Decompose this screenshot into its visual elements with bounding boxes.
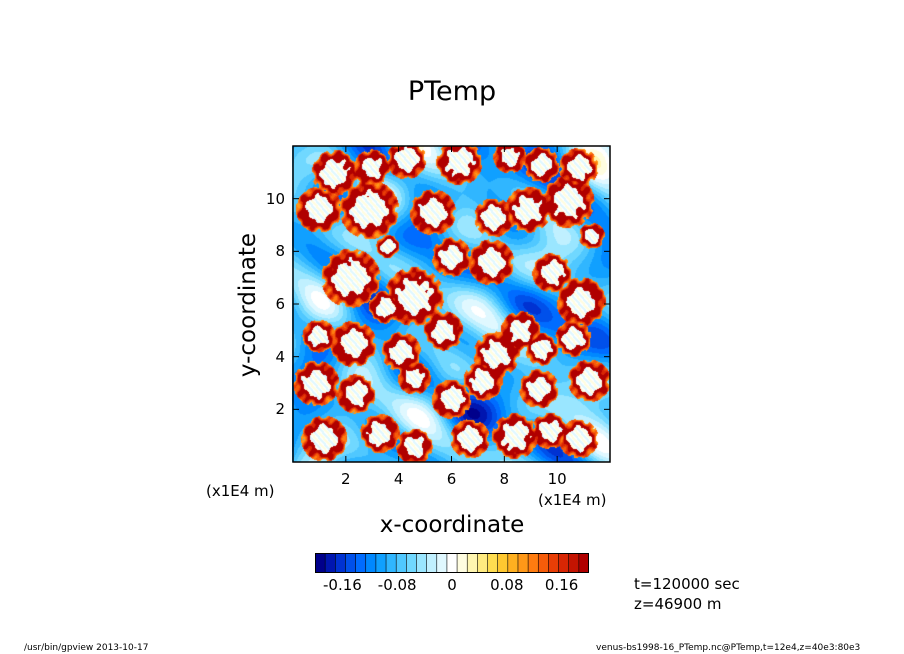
colorbar-swatch [436,553,448,573]
x-tick-label: 8 [499,470,510,488]
colorbar-swatch [477,553,489,573]
colorbar-swatch [538,553,549,573]
x-tick-label: 10 [547,470,567,488]
colorbar-frame [315,553,589,573]
colorbar-swatch [446,553,458,573]
colorbar-tick-label: 0.08 [490,576,524,594]
colorbar-swatch [416,553,428,573]
chart-title: PTemp [407,76,497,107]
colorbar-swatch [375,553,387,573]
y-tick-label: 10 [265,189,285,208]
heatmap-plot [292,146,610,462]
height-annotation: z=46900 m [634,595,722,613]
y-tick-label: 6 [275,295,285,313]
footer-source: venus-bs1998-16_PTemp.nc@PTemp,t=12e4,z=… [596,643,861,653]
colorbar-swatch [345,553,357,573]
colorbar-swatch [558,553,570,573]
x-tick-marks [345,146,558,462]
colorbar-swatch [497,553,509,573]
colorbar-swatch [507,553,519,573]
colorbar-swatch [528,553,539,573]
colorbar-swatch [457,553,468,573]
colorbar-swatch [386,553,397,573]
time-annotation: t=120000 sec [634,575,740,593]
colorbar [315,553,589,573]
y-tick-label: 2 [275,400,285,419]
footer-program: /usr/bin/gpview 2013-10-17 [24,643,149,653]
colorbar-swatch [467,553,478,573]
colorbar-swatch [315,553,326,573]
y-tick-label: 8 [275,242,285,261]
x-axis-label: x-coordinate [379,512,525,538]
x-tick-label: 4 [393,470,404,488]
y-axis-unit: (x1E4 m) [206,482,275,500]
colorbar-swatch [578,553,589,573]
colorbar-tick-label: 0 [447,576,457,594]
colorbar-swatch [365,553,377,573]
colorbar-swatch [396,553,407,573]
colorbar-swatch [517,553,529,573]
colorbar-swatch [406,553,417,573]
x-tick-label: 2 [341,470,351,488]
colorbar-swatch [568,553,580,573]
colorbar-tick-label: 0.16 [544,576,579,594]
y-tick-label: 4 [275,347,285,366]
colorbar-swatch [548,553,560,573]
colorbar-swatch [487,553,499,573]
plot-frame [292,145,611,463]
y-tick-marks [293,198,610,410]
colorbar-swatch [355,553,367,573]
x-tick-label: 6 [446,470,457,488]
colorbar-swatch [335,553,346,573]
colorbar-tick-label: -0.08 [377,576,417,594]
colorbar-tick-label: -0.16 [322,576,362,594]
colorbar-swatch [426,553,438,573]
x-axis-unit: (x1E4 m) [538,491,607,509]
y-axis-label: y-coordinate [235,232,261,378]
colorbar-swatch [325,553,336,573]
